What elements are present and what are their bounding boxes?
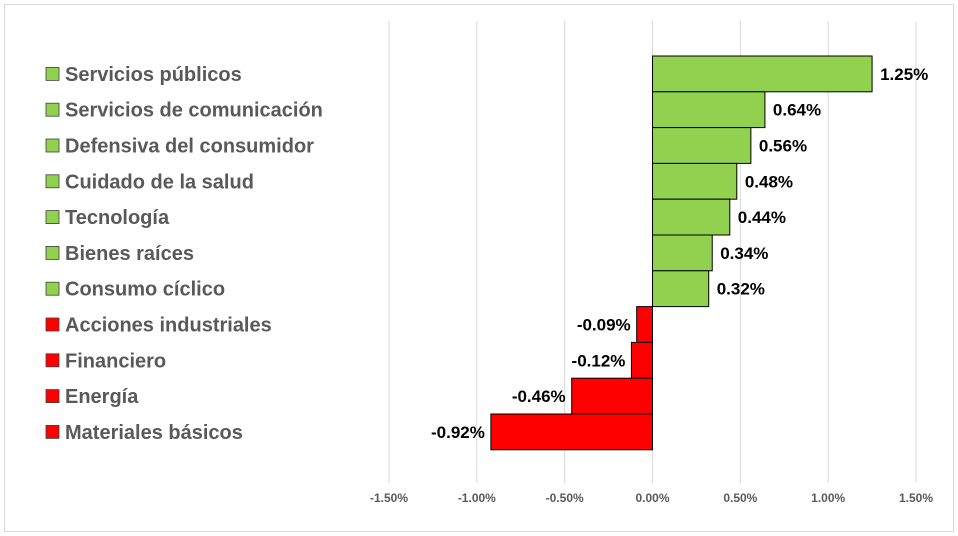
category-label: Cuidado de la salud [65,171,254,193]
data-label: 0.34% [720,244,768,263]
data-label: -0.92% [431,423,485,442]
x-tick-label: 1.50% [899,491,933,505]
category-label: Energía [65,386,139,408]
legend-swatch [45,281,60,296]
x-tick-label: 0.50% [723,491,757,505]
legend-swatch [45,174,60,189]
bar [490,413,653,451]
data-label: 0.44% [738,208,786,227]
x-tick-label: -1.50% [370,491,408,505]
data-label: 0.56% [759,137,807,156]
legend-swatch [45,102,60,117]
legend-swatch [45,389,60,404]
category-label: Materiales básicos [65,422,243,444]
bar [652,270,710,308]
category-label: Defensiva del consumidor [65,136,314,158]
bar [652,234,713,272]
data-label: -0.09% [577,316,631,335]
category-label: Financiero [65,350,166,372]
bar [652,198,731,236]
data-label: -0.46% [512,387,566,406]
legend-swatch [45,317,60,332]
category-label: Bienes raíces [65,243,194,265]
bar [652,162,738,200]
category-label: Acciones industriales [65,315,272,337]
bar [636,306,654,343]
data-label: 0.32% [717,280,765,299]
data-label: 1.25% [880,65,928,84]
x-tick-label: 1.00% [811,491,845,505]
legend-swatch [45,353,60,368]
data-label: 0.48% [745,172,793,191]
data-label: 0.64% [773,101,821,120]
legend-swatch [45,245,60,260]
legend-swatch [45,424,60,439]
x-tick-label: -0.50% [546,491,584,505]
bar [571,377,654,415]
bar [652,127,752,164]
category-label: Servicios de comunicación [65,100,323,122]
bar [630,341,653,379]
data-label: -0.12% [572,351,626,370]
x-tick-label: -1.00% [458,491,496,505]
x-tick-label: 0.00% [635,491,669,505]
category-label: Tecnología [65,207,170,229]
legend-swatch [45,210,60,225]
legend-swatch [45,67,60,81]
bar [652,55,873,93]
bar [652,91,766,129]
category-label: Consumo cíclico [65,279,225,301]
category-label: Servicios públicos [65,64,242,86]
legend-swatch [45,138,60,153]
